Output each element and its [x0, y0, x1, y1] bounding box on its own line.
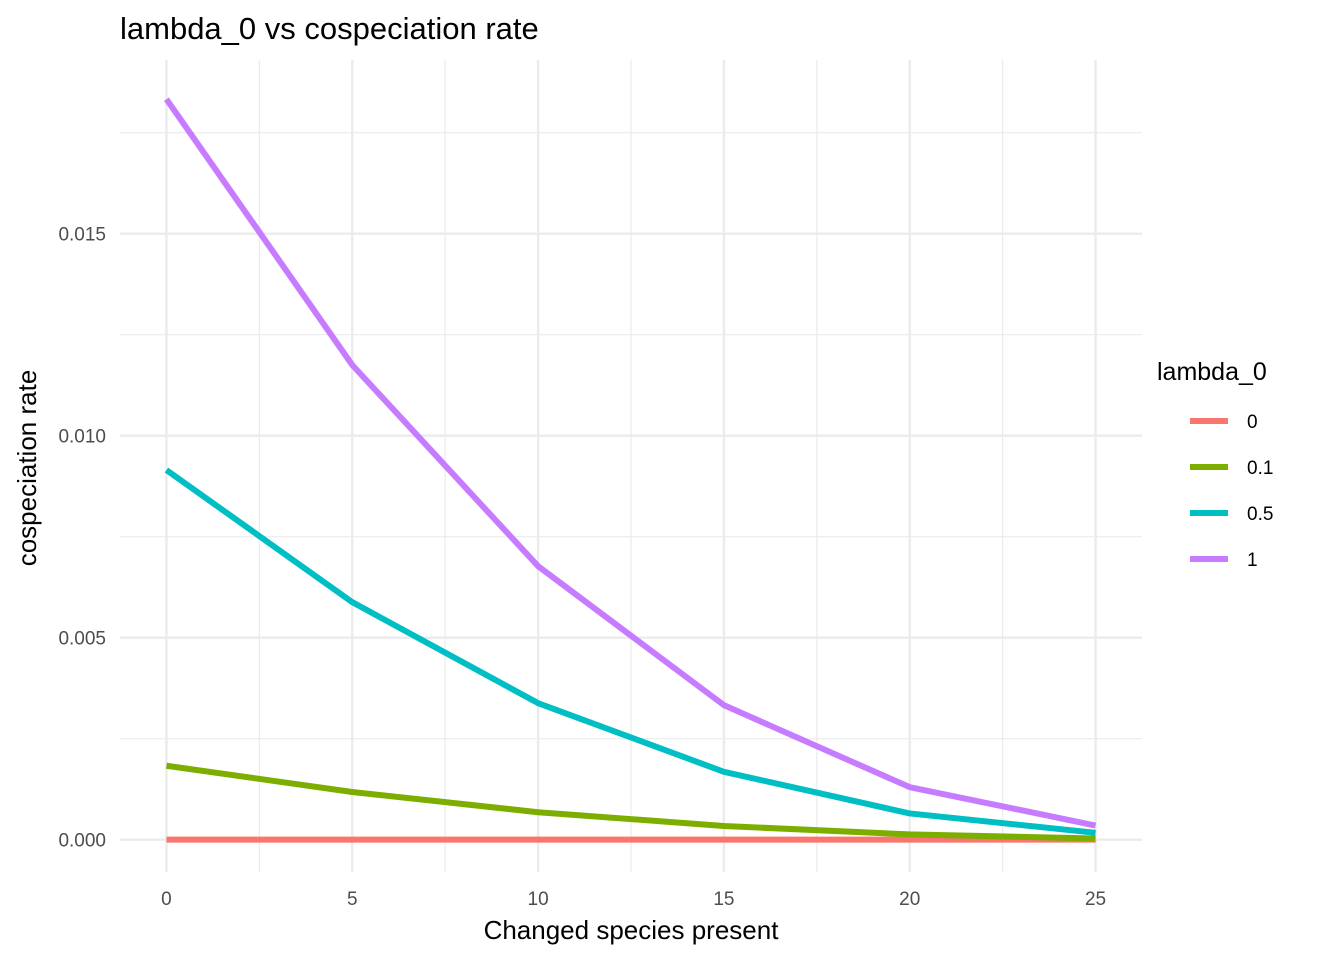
x-tick-label: 15	[713, 889, 734, 910]
series-line-0.5	[164, 467, 1096, 836]
y-tick-label: 0.000	[58, 831, 106, 852]
legend-label: 1	[1247, 550, 1258, 571]
x-tick-label: 20	[899, 889, 920, 910]
x-tick-label: 5	[347, 889, 358, 910]
y-tick-label: 0.005	[58, 629, 106, 650]
x-tick-label: 10	[528, 889, 549, 910]
x-tick-label: 0	[161, 889, 172, 910]
y-axis-label: cospeciation rate	[12, 370, 42, 567]
x-axis-label: Changed species present	[484, 915, 780, 945]
legend-item: 0.1	[1190, 458, 1273, 479]
x-tick-labels: 0 5 10 15 20 25	[161, 889, 1106, 910]
y-tick-labels: 0.000 0.005 0.010 0.015	[58, 225, 106, 852]
legend-label: 0.1	[1247, 458, 1273, 479]
series-line-0.1	[166, 762, 1096, 842]
x-tick-label: 25	[1085, 889, 1106, 910]
series-line-1	[163, 97, 1097, 829]
legend-items: 0 0.1 0.5 1	[1190, 412, 1273, 571]
legend: lambda_0 0 0.1 0.5 1	[1157, 358, 1273, 571]
chart-title: lambda_0 vs cospeciation rate	[120, 11, 539, 46]
legend-item: 0.5	[1190, 504, 1273, 525]
legend-label: 0	[1247, 412, 1258, 433]
legend-title: lambda_0	[1157, 358, 1267, 386]
minor-gridlines	[120, 60, 1142, 872]
legend-label: 0.5	[1247, 504, 1273, 525]
series-lines	[163, 97, 1097, 843]
y-tick-label: 0.015	[58, 225, 106, 246]
y-tick-label: 0.010	[58, 427, 106, 448]
legend-item: 1	[1190, 550, 1258, 571]
legend-item: 0	[1190, 412, 1258, 433]
